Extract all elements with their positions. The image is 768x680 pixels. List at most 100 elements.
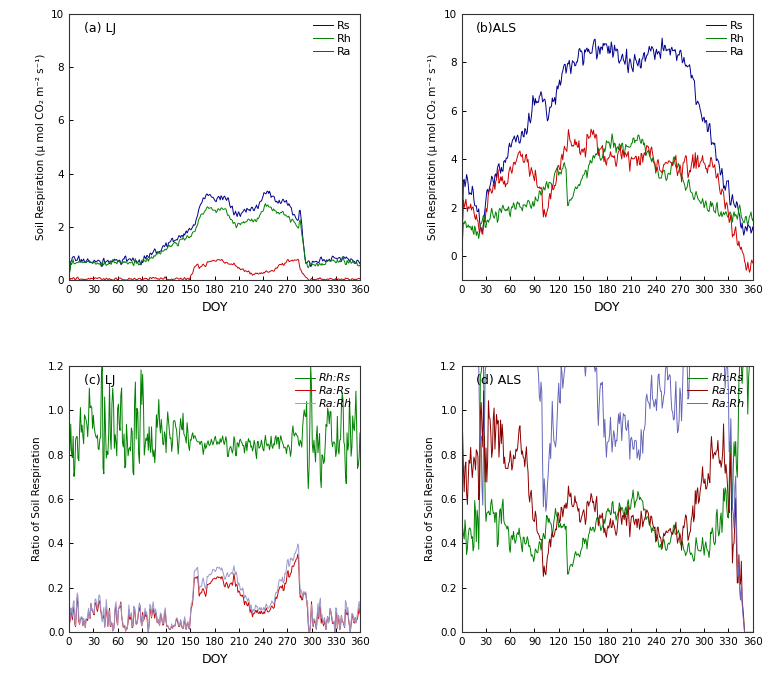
Line: Rh: Rh [462,134,753,239]
Ra:Rs [624,518,634,526]
Rs [65,265,74,273]
Ra:Rh [512,362,521,370]
Rh:Rs [513,528,522,537]
Rh [512,200,521,208]
Ra:Rh [458,362,467,370]
Rh [231,221,240,229]
Rs [263,187,273,195]
Ra:Rs [247,609,257,617]
Rh:Rs [641,515,650,524]
Legend: Rh:Rs, Ra:Rs, Ra:Rh: Rh:Rs, Ra:Rs, Ra:Rh [293,371,354,411]
Y-axis label: Soil Respiration (μ mol CO₂ m⁻² s⁻¹): Soil Respiration (μ mol CO₂ m⁻² s⁻¹) [35,54,45,240]
Ra [304,276,313,284]
Ra:Rs [740,628,749,636]
Ra:Rs [513,445,522,453]
Legend: Rh:Rs, Ra:Rs, Ra:Rh: Rh:Rs, Ra:Rs, Ra:Rh [685,371,747,411]
Ra [749,259,758,267]
Ra [232,262,241,270]
Ra:Rs [231,582,240,590]
Rs [739,231,748,239]
Line: Rh:Rs: Rh:Rs [462,366,753,574]
Ra [74,273,83,282]
Rs [634,62,643,70]
Rh:Rs [458,523,467,531]
Rh:Rs [98,362,107,370]
Rh:Rs [635,496,644,504]
Ra:Rh [293,540,303,548]
Ra:Rh [247,605,257,613]
Y-axis label: Ratio of Soil Respiration: Ratio of Soil Respiration [425,437,435,562]
Ra:Rh [74,592,83,600]
Ra [745,268,754,276]
Ra [241,267,250,275]
Rs [466,190,475,198]
Ra:Rh [356,609,366,617]
Rh:Rs [715,529,724,537]
Ra [624,156,634,165]
Rs [624,69,633,77]
Ra:Rh [120,622,129,630]
Ra:Rh [713,362,723,370]
Line: Ra:Rh: Ra:Rh [70,544,361,632]
Rs [458,216,467,224]
Ra [120,275,129,284]
Rs [512,133,521,141]
Rh [247,215,257,223]
Ra:Rs [304,628,313,636]
Line: Rh: Rh [70,204,361,271]
X-axis label: DOY: DOY [201,653,228,666]
Rh [466,223,475,231]
Rh [74,258,83,267]
Line: Rh:Rs: Rh:Rs [70,366,361,489]
Ra:Rh [740,628,749,636]
Ra [714,177,723,186]
X-axis label: DOY: DOY [594,653,621,666]
Rh:Rs [563,570,572,578]
Rh [749,214,758,222]
Ra [458,220,467,228]
Ra [323,275,332,284]
Rs [714,158,723,166]
Ra:Rh [640,425,649,433]
Ra [248,271,257,279]
Ra:Rs [120,622,129,630]
Line: Ra:Rs: Ra:Rs [462,391,753,632]
Rh [458,235,467,243]
Ra:Rs [466,443,475,452]
Ra:Rs [634,515,644,523]
Rh:Rs [356,428,366,436]
Rs [749,226,758,235]
Ra [65,276,74,284]
Ra:Rh [624,416,633,424]
Ra:Rs [356,611,366,619]
Ra:Rh [304,628,313,636]
Ra [512,155,521,163]
Rh [322,258,331,267]
Ra:Rh [323,616,332,624]
Ra:Rs [240,597,250,605]
Text: (d) ALS: (d) ALS [476,374,521,387]
Rh:Rs [248,447,257,455]
Ra:Rh [231,571,240,579]
Ra:Rs [749,628,758,636]
Rs [247,203,257,211]
Rs [240,207,250,215]
Line: Ra: Ra [462,129,753,272]
Ra:Rs [293,550,303,558]
Rs [657,34,667,42]
Rs [74,254,83,262]
X-axis label: DOY: DOY [201,301,228,313]
Line: Ra:Rs: Ra:Rs [70,554,361,632]
Legend: Rs, Rh, Ra: Rs, Rh, Ra [311,19,354,59]
Ra:Rh [65,615,74,624]
Rh:Rs [749,362,758,370]
Ra:Rs [641,513,650,522]
Rh [120,257,129,265]
Ra [641,151,650,159]
Ra:Rs [74,600,83,608]
Rh [240,218,250,226]
Line: Ra:Rh: Ra:Rh [462,366,753,632]
Y-axis label: Ratio of Soil Respiration: Ratio of Soil Respiration [32,437,42,562]
Ra:Rh [749,628,758,636]
Ra:Rs [714,452,723,460]
